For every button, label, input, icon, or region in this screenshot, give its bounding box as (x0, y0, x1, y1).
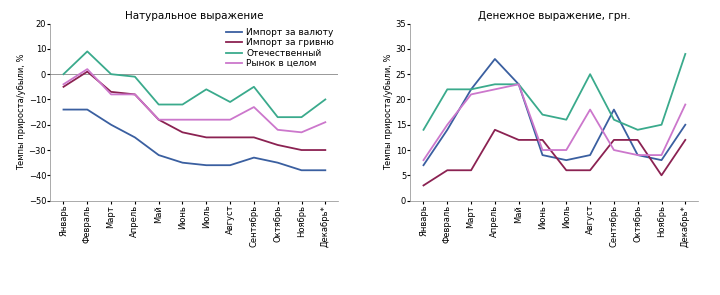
Y-axis label: Темпы прироста/убыли, %: Темпы прироста/убыли, % (17, 54, 26, 170)
Title: Натуральное выражение: Натуральное выражение (125, 12, 264, 22)
Title: Денежное выражение, грн.: Денежное выражение, грн. (478, 12, 631, 22)
Legend: Импорт за валюту, Импорт за гривню, Отечественный, Рынок в целом: Импорт за валюту, Импорт за гривню, Отеч… (226, 28, 334, 68)
Y-axis label: Темпы прироста/убыли, %: Темпы прироста/убыли, % (384, 54, 393, 170)
